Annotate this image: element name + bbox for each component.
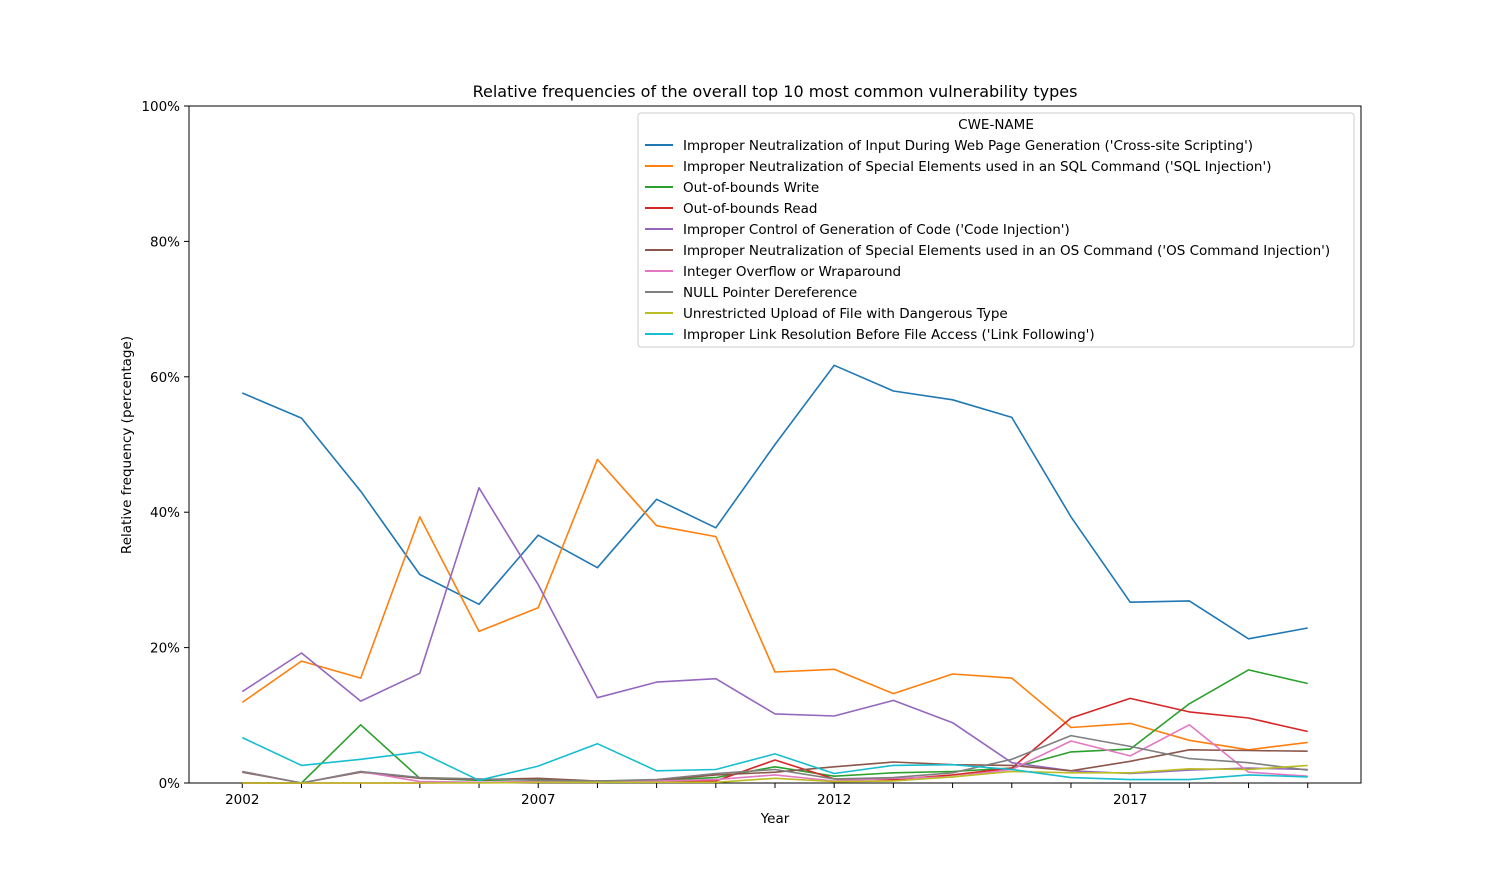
legend-label: NULL Pointer Dereference <box>683 285 857 301</box>
legend-items: Improper Neutralization of Input During … <box>645 138 1330 343</box>
chart-title: Relative frequencies of the overall top … <box>473 82 1078 101</box>
legend-label: Improper Link Resolution Before File Acc… <box>683 327 1095 343</box>
x-tick-label: 2002 <box>225 792 259 808</box>
series-line-10 <box>241 736 1308 782</box>
y-tick-label: 80% <box>150 234 180 250</box>
legend-label: Improper Control of Generation of Code (… <box>683 222 1070 238</box>
legend-label: Unrestricted Upload of File with Dangero… <box>683 306 1008 322</box>
y-axis-label: Relative frequency (percentage) <box>119 336 135 554</box>
y-tick-label: 0% <box>159 776 181 792</box>
y-tick-label: 20% <box>150 641 180 657</box>
legend-frame <box>637 112 1355 348</box>
y-tick-label: 60% <box>150 370 180 386</box>
y-tick-label: 40% <box>150 505 180 521</box>
x-tick-label: 2007 <box>521 792 555 808</box>
x-axis: 2002 2007 2012 2017 <box>225 783 1309 808</box>
legend-title: CWE-NAME <box>958 117 1034 133</box>
legend-label: Improper Neutralization of Special Eleme… <box>683 243 1330 259</box>
x-tick-label: 2012 <box>817 792 851 808</box>
series-lines <box>241 364 1308 784</box>
legend-label: Out-of-bounds Read <box>683 201 818 217</box>
series-line-7 <box>242 723 1308 784</box>
series-line-1 <box>241 364 1308 640</box>
series-line-9 <box>242 764 1308 784</box>
y-tick-label: 100% <box>141 99 180 115</box>
legend: CWE-NAME Improper Neutralization of Inpu… <box>637 112 1355 348</box>
legend-label: Out-of-bounds Write <box>683 180 819 196</box>
x-tick-label: 2017 <box>1113 792 1147 808</box>
series-line-8 <box>242 734 1308 784</box>
legend-label: Integer Overflow or Wraparound <box>683 264 901 280</box>
legend-label: Improper Neutralization of Input During … <box>683 138 1253 154</box>
y-axis: 0% 20% 40% 60% 80% 100% <box>141 99 189 792</box>
x-axis-label: Year <box>760 811 790 827</box>
series-line-2 <box>241 458 1308 751</box>
legend-label: Improper Neutralization of Special Eleme… <box>683 159 1271 175</box>
